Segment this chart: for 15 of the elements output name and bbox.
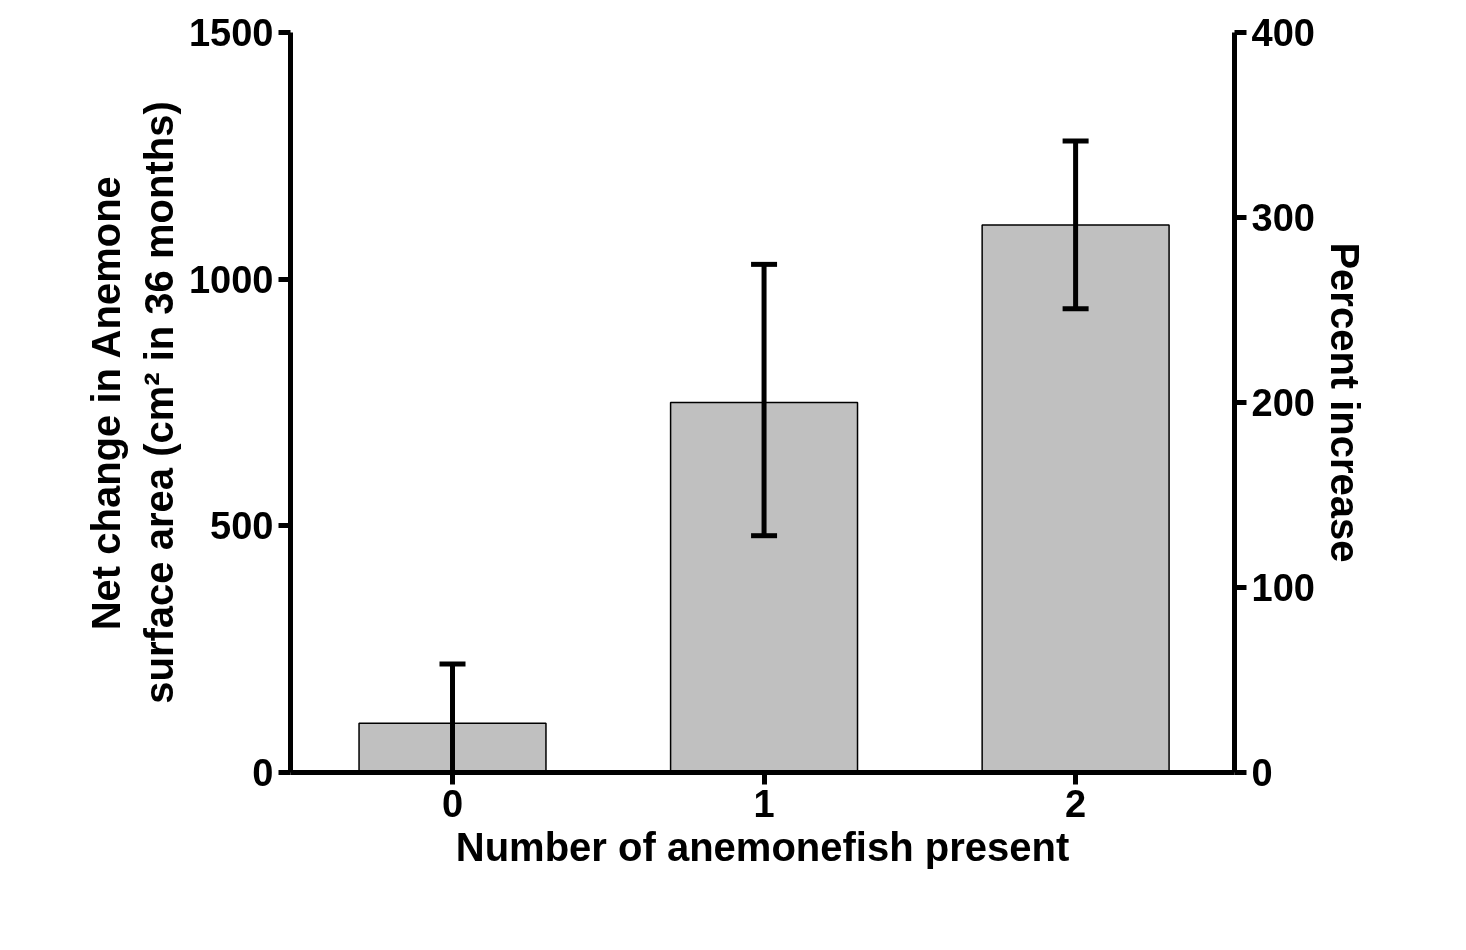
y2-tick-label: 100 bbox=[1251, 567, 1315, 609]
x-tick-label: 0 bbox=[441, 782, 464, 825]
x-tick-label: 2 bbox=[1065, 782, 1087, 825]
y-axis-title: Net change in Anemone surface area (cm² in 36 months) bbox=[84, 101, 181, 704]
x-tick-label: 1 bbox=[753, 782, 775, 825]
x-axis-title: Number of anemonefish present bbox=[455, 824, 1070, 869]
y2-tick-label: 0 bbox=[1251, 752, 1273, 794]
y-tick-label: 1000 bbox=[188, 258, 274, 301]
y-tick-label: 0 bbox=[252, 752, 274, 794]
y2-tick-label: 200 bbox=[1251, 382, 1315, 424]
y-tick-label: 500 bbox=[210, 505, 274, 548]
y2-tick-label: 300 bbox=[1251, 197, 1315, 239]
y-tick-label: 1500 bbox=[188, 12, 274, 54]
y2-tick-label: 400 bbox=[1251, 12, 1315, 54]
y2-axis-title: Percent increase bbox=[1322, 242, 1367, 563]
